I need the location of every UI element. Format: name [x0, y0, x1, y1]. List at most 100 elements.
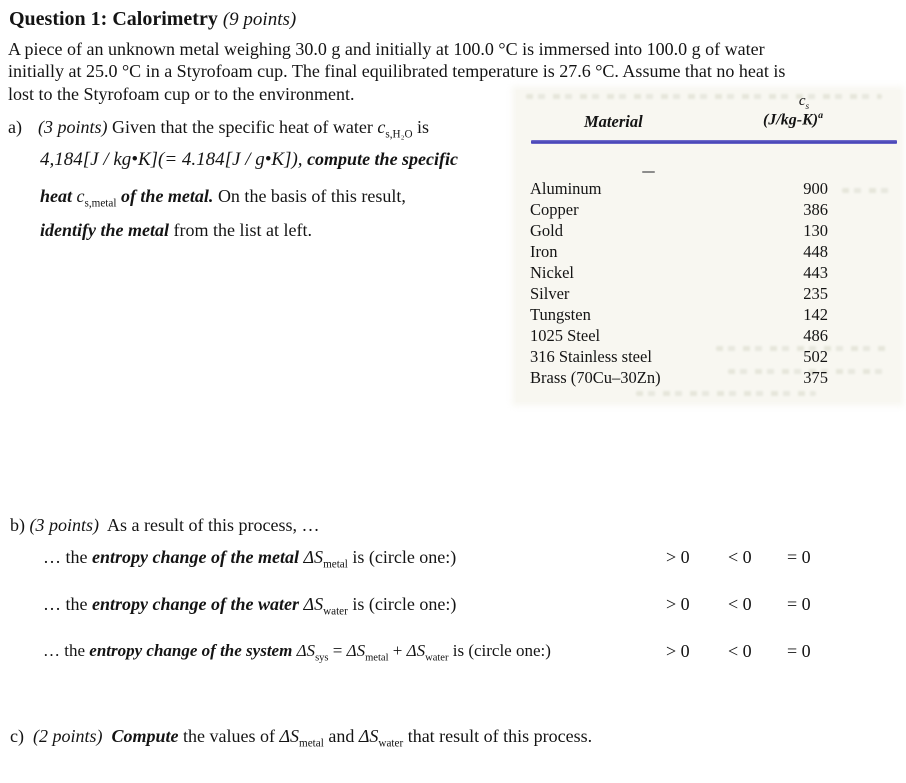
circle-option-lt-water[interactable]: < 0	[728, 594, 752, 614]
part-a-text-1: Given that the specific heat of water	[112, 117, 373, 137]
material-cell: Tungsten	[530, 305, 591, 324]
equals-sign: =	[332, 641, 343, 660]
statement-emphasis: entropy change of the system	[89, 641, 293, 660]
part-a-bold-heat: heat	[40, 186, 73, 206]
delta-s-metal-symbol: ΔS	[346, 641, 366, 660]
part-c-text-2: and	[328, 726, 355, 746]
cs-subscript: s	[805, 102, 810, 112]
table-header-material: Material	[584, 112, 643, 131]
circle-option-lt-system[interactable]: < 0	[728, 641, 752, 661]
table-row: Iron 448	[530, 241, 828, 262]
delta-s-subscript: metal	[323, 558, 348, 571]
part-a-line-2: 4,184[J / kg•K](= 4.184[J / g•K]), compu…	[40, 149, 458, 171]
table-row: Nickel 443	[530, 262, 828, 283]
entropy-water-row: … the entropy change of the water ΔSwate…	[0, 594, 906, 618]
table-row: Copper 386	[530, 199, 828, 220]
scan-artifact	[526, 94, 882, 99]
scan-artifact	[728, 369, 888, 374]
delta-s-symbol: ΔS	[303, 547, 324, 567]
delta-s-water-subscript: water	[378, 737, 404, 750]
entropy-metal-statement: … the entropy change of the metal ΔSmeta…	[43, 547, 456, 571]
table-header-rule	[531, 140, 897, 144]
material-cell: Silver	[530, 284, 570, 303]
part-a-text-1-end: is	[417, 117, 430, 137]
cs-value-cell: 375	[803, 368, 828, 387]
cs-value-cell: 443	[803, 263, 828, 282]
specific-heat-table: cs (J/kg-K)a Material Aluminum 900 Copper…	[516, 90, 900, 402]
statement-emphasis: entropy change of the water	[92, 594, 299, 614]
circle-option-gt-water[interactable]: > 0	[666, 594, 690, 614]
intro-line-2: initially at 25.0 °C in a Styrofoam cup.…	[8, 61, 786, 82]
statement-suffix: is (circle one:)	[352, 594, 457, 614]
part-c-points: (2 points)	[32, 726, 103, 746]
cs-value-cell: 900	[803, 179, 828, 198]
material-cell: 316 Stainless steel	[530, 347, 652, 366]
circle-option-eq-system[interactable]: = 0	[787, 641, 811, 661]
cs-value-cell: 502	[803, 347, 828, 366]
part-a-text-3: On the basis of this result,	[217, 186, 406, 206]
entropy-metal-row: … the entropy change of the metal ΔSmeta…	[0, 547, 906, 571]
delta-s-sys-subscript: sys	[315, 652, 329, 664]
circle-option-gt-system[interactable]: > 0	[666, 641, 690, 661]
part-a-text-4: from the list at left.	[173, 220, 312, 240]
cs-value-cell: 386	[803, 200, 828, 219]
circle-option-eq-metal[interactable]: = 0	[787, 547, 811, 567]
cs-value-cell: 235	[803, 284, 828, 303]
part-c-line: c) (2 points) Compute the values of ΔSme…	[10, 726, 592, 750]
intro-paragraph: A piece of an unknown metal weighing 30.…	[8, 38, 898, 105]
table-header-cs: cs	[774, 93, 834, 112]
part-a-bold-identify: identify the metal	[40, 220, 169, 240]
circle-option-gt-metal[interactable]: > 0	[666, 547, 690, 567]
delta-s-metal-subscript: metal	[299, 737, 324, 750]
circle-option-eq-water[interactable]: = 0	[787, 594, 811, 614]
cs-value-cell: 130	[803, 221, 828, 240]
delta-s-water-symbol: ΔS	[406, 641, 426, 660]
delta-s-sys-symbol: ΔS	[296, 641, 316, 660]
part-a-bold-1: compute the specific	[307, 149, 459, 169]
statement-prefix: … the	[43, 547, 88, 567]
delta-s-metal-subscript: metal	[365, 652, 389, 664]
part-a-line-4: identify the metal from the list at left…	[40, 220, 312, 241]
statement-prefix: … the	[43, 641, 86, 660]
part-a-line-3: heat cs,metal of the metal. On the basis…	[40, 186, 406, 210]
c-metal-symbol: c	[76, 186, 85, 206]
part-b-heading-text: As a result of this process, …	[107, 515, 320, 535]
c-water-subscript: s,H₂O	[385, 128, 413, 141]
scan-artifact	[716, 346, 888, 351]
entropy-system-statement: … the entropy change of the system ΔSsys…	[43, 641, 551, 663]
circle-option-lt-metal[interactable]: < 0	[728, 547, 752, 567]
cs-value-cell: 486	[803, 326, 828, 345]
table-row: 1025 Steel 486	[530, 325, 828, 346]
part-b-label: b)	[10, 515, 25, 535]
cs-symbol: c	[798, 93, 806, 109]
intro-line-1: A piece of an unknown metal weighing 30.…	[8, 39, 765, 59]
part-b-points: (3 points)	[29, 515, 100, 535]
statement-suffix: is (circle one:)	[452, 641, 551, 660]
material-cell: Aluminum	[530, 179, 602, 198]
scan-dash-mark	[642, 171, 655, 173]
part-a-label: a)	[8, 117, 22, 137]
delta-s-water-symbol: ΔS	[358, 726, 379, 746]
material-cell: Gold	[530, 221, 563, 240]
statement-prefix: … the	[43, 594, 88, 614]
table-body: Aluminum 900 Copper 386 Gold 130 Iron 448 Ni…	[530, 178, 828, 388]
delta-s-symbol: ΔS	[303, 594, 324, 614]
scan-artifact	[842, 188, 890, 193]
part-c-label: c)	[10, 726, 24, 746]
material-cell: Nickel	[530, 263, 574, 282]
table-row: Brass (70Cu–30Zn) 375	[530, 367, 828, 388]
delta-s-metal-symbol: ΔS	[279, 726, 300, 746]
part-c-text-3: that result of this process.	[407, 726, 593, 746]
table-header-units: (J/kg-K)a	[738, 110, 848, 129]
part-a-bold-of-metal: of the metal.	[120, 186, 214, 206]
part-a-line-1: a) (3 points) Given that the specific hea…	[8, 117, 429, 141]
delta-s-water-subscript: water	[425, 652, 449, 664]
delta-s-subscript: water	[323, 605, 348, 618]
table-row: Aluminum 900	[530, 178, 828, 199]
statement-emphasis: entropy change of the metal	[92, 547, 299, 567]
material-cell: Iron	[530, 242, 558, 261]
material-cell: Copper	[530, 200, 579, 219]
entropy-system-row: … the entropy change of the system ΔSsys…	[0, 641, 906, 665]
specific-heat-formula: 4,184[J / kg•K](= 4.184[J / g•K]),	[40, 149, 303, 170]
c-metal-subscript: s,metal	[84, 197, 117, 210]
